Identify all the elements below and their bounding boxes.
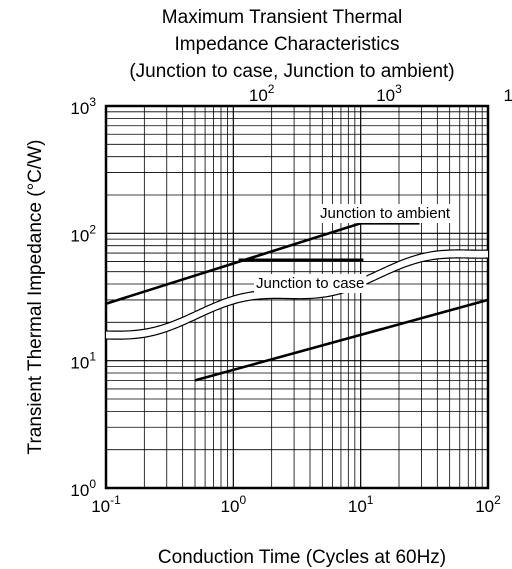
chart-title-line-2: Impedance Characteristics [175, 34, 400, 55]
x-tick-label-text: 102 [475, 493, 501, 516]
annotation-junction-to-case-background [254, 274, 367, 293]
y-axis-label: Transient Thermal Impedance (°C/W) [25, 140, 46, 455]
axis-break-line-lower [105, 257, 489, 340]
series-line-junction-to-ambient [105, 222, 420, 305]
x-tick-label-text: 100 [221, 493, 247, 516]
top-axis-tick-label-base: 10 [503, 86, 512, 105]
x-tick-label: 101 [348, 493, 374, 516]
top-axis-tick-label-base: 10 [376, 86, 395, 105]
annotation-junction-to-case: Junction to case [256, 275, 364, 292]
x-tick-label-text: 10-1 [91, 493, 121, 516]
plot-frame [104, 104, 490, 490]
annotation-junction-to-ambient-background [318, 204, 453, 223]
y-tick-label: 100 [70, 477, 96, 500]
x-tick-label-base: 10 [91, 497, 110, 516]
y-tick-label: 103 [70, 95, 96, 118]
top-axis-tick-label-text: 103 [376, 82, 402, 105]
top-axis-tick-label: 102 [249, 82, 275, 105]
x-tick-label-text: 101 [348, 493, 374, 516]
x-tick-label-exponent: 2 [494, 493, 501, 507]
y-tick-label-text: 101 [70, 350, 96, 373]
top-axis-tick-label-exponent: 3 [395, 82, 402, 96]
y-tick-label-exponent: 2 [89, 222, 96, 236]
y-tick-label-text: 103 [70, 95, 96, 118]
x-tick-label: 10-1 [91, 493, 121, 516]
y-tick-label-base: 10 [70, 481, 89, 500]
x-axis-label: Conduction Time (Cycles at 60Hz) [158, 547, 446, 568]
y-tick-label-base: 10 [70, 226, 89, 245]
x-tick-label-exponent: -1 [110, 493, 121, 507]
top-axis-tick-label-base: 10 [249, 86, 268, 105]
y-tick-label: 102 [70, 222, 96, 245]
x-tick-label-exponent: 0 [239, 493, 246, 507]
chart-title-line-3: (Junction to case, Junction to ambient) [129, 61, 454, 82]
x-tick-label: 100 [221, 493, 247, 516]
tick-labels: 10-1100101102100101102103102103104 [70, 82, 512, 516]
x-tick-label-base: 10 [221, 497, 240, 516]
x-tick-label: 102 [475, 493, 501, 516]
y-tick-label: 101 [70, 350, 96, 373]
top-axis-tick-label: 103 [376, 82, 402, 105]
y-tick-label-exponent: 1 [89, 350, 96, 364]
y-tick-label-exponent: 0 [89, 477, 96, 491]
series-layer [105, 222, 489, 382]
top-axis-tick-label-exponent: 2 [268, 82, 275, 96]
y-tick-label-base: 10 [70, 99, 89, 118]
y-tick-label-text: 102 [70, 222, 96, 245]
x-tick-label-base: 10 [348, 497, 367, 516]
axis-break-band [106, 249, 488, 340]
top-axis-tick-label: 104 [503, 82, 512, 105]
x-tick-label-exponent: 1 [367, 493, 374, 507]
top-axis-tick-label-text: 104 [503, 82, 512, 105]
chart-title-line-1: Maximum Transient Thermal [162, 7, 402, 28]
top-axis-tick-label-text: 102 [249, 82, 275, 105]
y-tick-label-text: 100 [70, 477, 96, 500]
annotation-junction-to-ambient: Junction to ambient [320, 205, 451, 222]
x-tick-label-base: 10 [475, 497, 494, 516]
y-tick-label-base: 10 [70, 354, 89, 373]
series-line-junction-to-case [194, 298, 489, 382]
y-tick-label-exponent: 3 [89, 95, 96, 109]
